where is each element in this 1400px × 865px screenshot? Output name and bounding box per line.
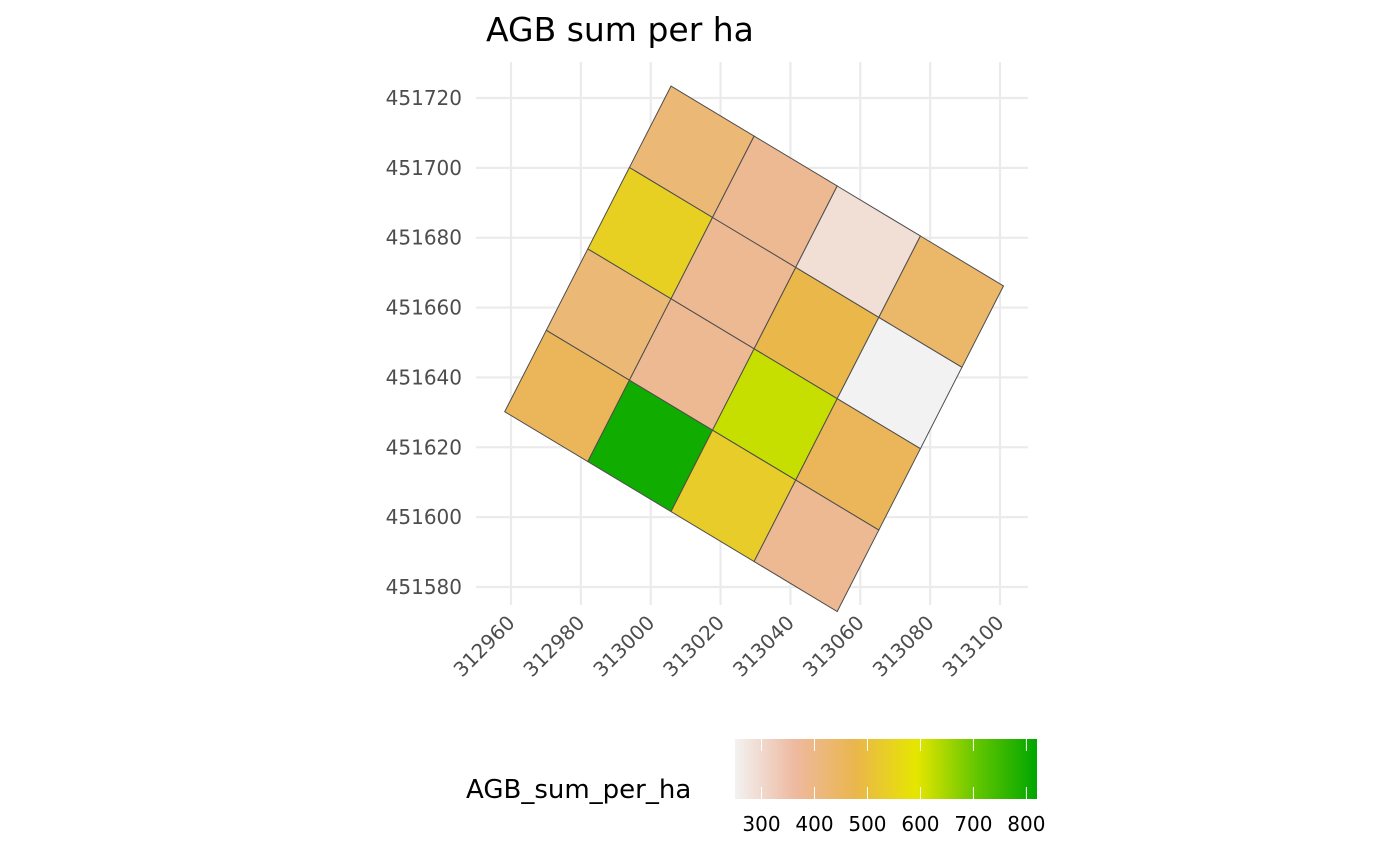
x-tick-label: 313020 (658, 611, 729, 682)
legend-tick-label: 700 (954, 812, 992, 836)
legend-tick-label: 400 (795, 812, 833, 836)
legend-ticks: 300 400 500 600 700 800 (742, 739, 1045, 836)
chart-title: AGB sum per ha (486, 10, 754, 49)
y-tick-label: 451680 (386, 226, 462, 250)
x-tick-label: 313080 (868, 611, 939, 682)
legend-tick-label: 300 (742, 812, 780, 836)
legend-colorbar (735, 739, 1037, 799)
color-legend: AGB_sum_per_ha 300 400 500 600 700 800 (466, 739, 1045, 836)
y-tick-label: 451580 (386, 575, 462, 599)
x-tick-label: 312980 (518, 611, 589, 682)
x-tick-label: 313040 (728, 611, 799, 682)
y-axis-ticks: 451580 451600 451620 451640 451660 451680 4517… (386, 86, 462, 599)
y-tick-label: 451700 (386, 156, 462, 180)
grid-cells (504, 85, 1005, 613)
y-tick-label: 451720 (386, 86, 462, 110)
legend-title: AGB_sum_per_ha (466, 775, 691, 805)
grid-cell (753, 479, 880, 613)
y-tick-label: 451620 (386, 435, 462, 459)
y-tick-label: 451660 (386, 296, 462, 320)
legend-tick-label: 600 (901, 812, 939, 836)
legend-tick-label: 500 (848, 812, 886, 836)
x-tick-label: 312960 (449, 611, 520, 682)
y-tick-label: 451640 (386, 365, 462, 389)
x-tick-label: 313100 (938, 611, 1009, 682)
x-axis-ticks: 3129603129803130003130203130403130603130… (449, 611, 1009, 682)
y-tick-label: 451600 (386, 505, 462, 529)
x-tick-label: 313060 (798, 611, 869, 682)
x-tick-label: 313000 (588, 611, 659, 682)
legend-tick-label: 800 (1007, 812, 1045, 836)
